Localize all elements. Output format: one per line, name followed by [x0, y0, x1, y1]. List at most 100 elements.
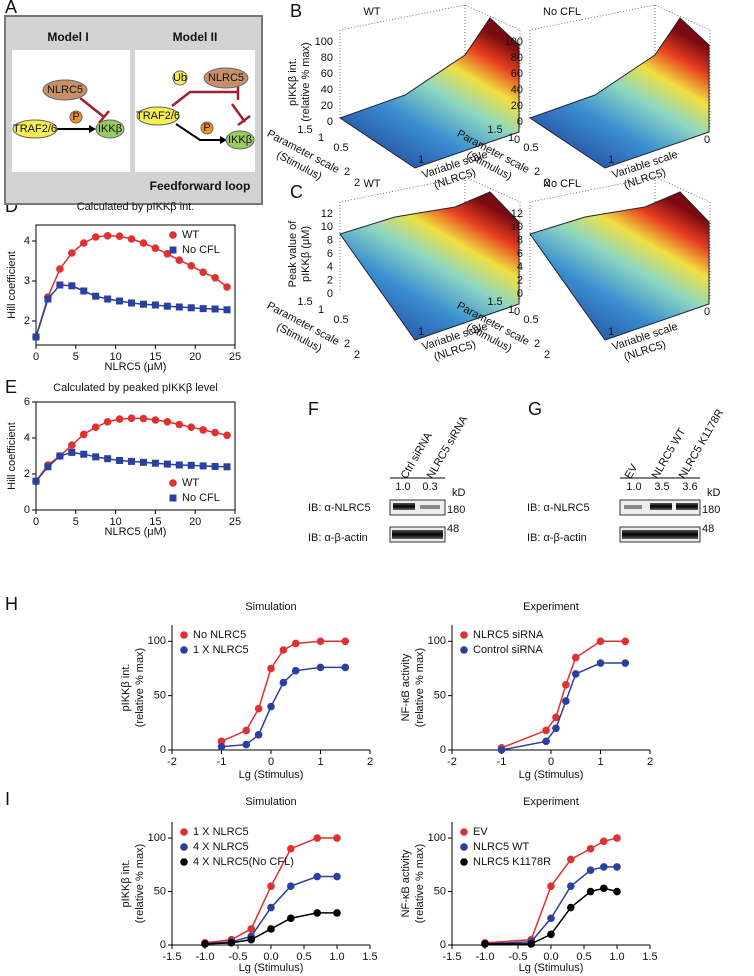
z-tick-label: 10	[321, 221, 333, 233]
marker	[91, 233, 100, 241]
x-axis-label: Lg (Stimulus)	[519, 962, 584, 974]
marker	[267, 664, 275, 673]
legend-marker	[460, 843, 468, 851]
legend-marker	[169, 494, 177, 502]
band	[622, 530, 698, 539]
marker	[139, 458, 147, 466]
chart: Calculated by pIKKβ int. 0 5 10 15 20 25 2 3 4 NLR…	[6, 201, 241, 373]
marker	[201, 940, 209, 948]
mw: 180	[702, 504, 720, 516]
x-tick-label: 1	[608, 326, 614, 338]
z-tick-label: 0	[327, 288, 333, 300]
node	[200, 121, 214, 135]
node	[203, 67, 249, 89]
node	[12, 119, 58, 139]
x-tick-label: 20	[189, 516, 201, 528]
x-tick-label: 10	[109, 351, 121, 363]
x-tick-label: 0	[268, 756, 274, 768]
legend-label: NLRC5 WT	[473, 841, 530, 853]
marker	[103, 232, 112, 240]
marker	[567, 882, 575, 890]
y-axis-label: (relative % max)	[414, 648, 426, 727]
node-label: NLRC5	[208, 72, 244, 84]
x-tick-label: -2	[167, 756, 177, 768]
row-label: IB: α-NLRC5	[308, 502, 371, 514]
marker	[316, 663, 325, 672]
y-tick-label: 2	[344, 166, 350, 178]
y-tick-label: 50	[154, 885, 166, 897]
x-tick-label: 0.5	[576, 951, 591, 963]
z-tick-label: 8	[517, 235, 523, 247]
marker	[291, 666, 300, 675]
legend-marker	[180, 631, 188, 639]
surface-box	[339, 4, 521, 128]
marker	[199, 462, 207, 470]
chart: Experiment -1.5 -1.0 -0.5 0.0 0.5 1.0 1.5 0 50 100…	[400, 796, 658, 974]
y-tick-label: 0.5	[523, 314, 538, 326]
panel-label: I	[5, 789, 10, 809]
marker	[79, 430, 88, 439]
y-tick-label: 1	[318, 304, 324, 316]
arrow-head	[220, 136, 227, 144]
marker	[199, 426, 207, 434]
marker	[223, 431, 231, 440]
marker	[163, 302, 171, 310]
marker	[68, 448, 76, 456]
x-tick-label: -1.5	[163, 951, 182, 963]
x-axis-label: NLRC5 (μM)	[105, 361, 167, 373]
y-tick-label: 2	[24, 468, 30, 480]
diagram: Model I Model II Feedforward loop NLRC5 …	[4, 15, 263, 205]
marker	[527, 940, 535, 948]
marker	[552, 724, 560, 733]
surface-box	[529, 4, 711, 128]
z-tick-label: 12	[511, 208, 523, 220]
marker	[313, 872, 322, 881]
z-tick-label: 100	[505, 36, 523, 48]
z-tick-label: 4	[327, 261, 333, 273]
marker	[497, 746, 506, 754]
surface	[529, 191, 710, 341]
marker	[211, 274, 219, 282]
y-tick-label: 0	[160, 939, 166, 951]
inhibition	[230, 103, 247, 123]
legend-marker	[460, 858, 468, 866]
node-label: TRAF2/6	[13, 123, 57, 135]
node-label: P	[203, 122, 210, 134]
x-tick-label: 20	[189, 351, 201, 363]
marker	[139, 414, 148, 423]
marker	[151, 459, 159, 467]
marker	[287, 882, 295, 890]
inhibition-bar	[98, 110, 110, 124]
node-label: P	[72, 111, 79, 123]
y-tick-label: 2	[344, 338, 350, 350]
panel-label: B	[290, 1, 302, 21]
x-tick-label: -0.5	[509, 951, 528, 963]
row-label: IB: α-β-actin	[308, 532, 368, 544]
surface-title: WT	[363, 178, 380, 190]
z-tick-label: 12	[321, 208, 333, 220]
marker	[116, 297, 124, 305]
marker	[217, 742, 226, 751]
blot: Ctrl siRNA NLRC5 siRNA 1.0 0.3 kD IB: α-…	[308, 414, 471, 544]
chart-title: Simulation	[245, 601, 296, 613]
legend-label: No CFL	[182, 492, 220, 504]
z-tick-label: 20	[321, 100, 333, 112]
z-tick-label: 10	[511, 221, 523, 233]
inhibition	[171, 90, 238, 107]
unit: kD	[452, 487, 466, 499]
x-tick-label: 0	[514, 306, 520, 318]
z-tick-label: 100	[315, 36, 333, 48]
marker	[163, 460, 171, 468]
marker	[313, 834, 322, 842]
node	[172, 70, 188, 86]
marker	[567, 855, 575, 864]
marker	[227, 939, 236, 947]
y-tick-label: 6	[24, 396, 30, 408]
x-tick-label: -0.5	[229, 951, 248, 963]
x-tick-label: 1	[608, 154, 614, 166]
x-tick-label: 2	[647, 756, 653, 768]
marker	[279, 646, 288, 654]
legend-marker	[180, 828, 188, 836]
y-tick-label: 2	[534, 338, 540, 350]
